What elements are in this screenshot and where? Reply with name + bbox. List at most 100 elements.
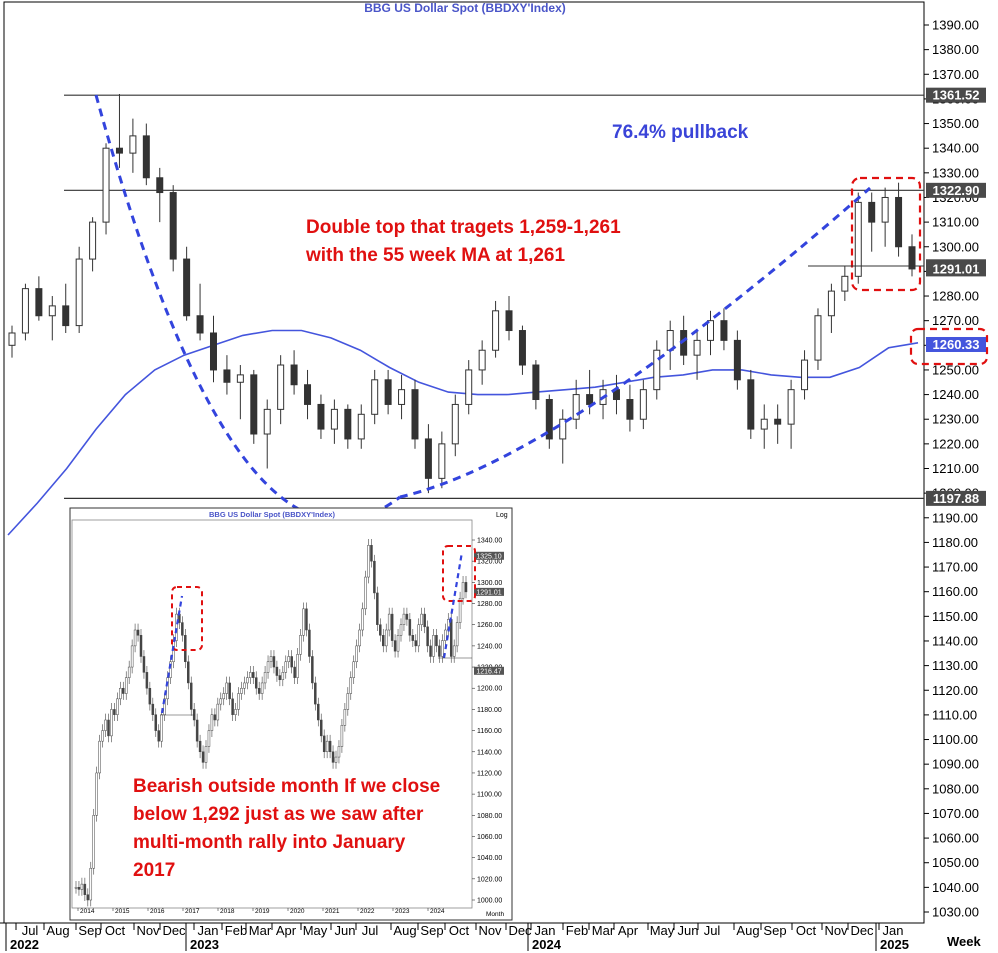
candle-up (639, 389, 647, 420)
inset-candle-down (195, 719, 199, 742)
x-month-label: Oct (796, 923, 817, 938)
inset-scale-label: Log (496, 512, 508, 519)
inset-y-tick-label: 1200.00 (477, 686, 502, 693)
inset-candle-up (269, 656, 273, 663)
main-moving-average (7, 329, 919, 536)
x-month-label: Jun (678, 923, 699, 938)
inset-frequency-label: Month (486, 911, 504, 918)
candle-up (801, 359, 809, 391)
price-badge-label: 1260.33 (933, 337, 980, 352)
candle-up (277, 364, 285, 410)
inset-price-badge-label: 1325.10 (476, 553, 501, 560)
candle-up (75, 258, 83, 327)
candle-up (707, 320, 715, 341)
inset-y-tick-label: 1260.00 (477, 622, 502, 629)
price-badge-bg (926, 261, 986, 277)
inset-price-badge-bg (474, 587, 504, 596)
inset-candle-down (438, 645, 441, 657)
x-month-label: Jul (362, 923, 379, 938)
candle-up (760, 418, 768, 430)
inset-candle-down (213, 714, 217, 721)
candle-up (8, 332, 16, 346)
inset-candle-down (408, 619, 412, 636)
y-tick-label: 1130.00 (932, 658, 978, 673)
x-year-label: 2025 (880, 937, 909, 952)
inset-candle-down (405, 613, 409, 620)
inset-x-axis: 2014 2015 2016 2017 2018 2019 2020 2021 2022 2023… (77, 908, 445, 915)
inset-candle-up (130, 645, 134, 668)
price-badge-bg (926, 336, 986, 352)
inset-candle-up (119, 687, 122, 700)
x-month-label: Aug (393, 923, 416, 938)
candle-down (733, 339, 741, 381)
inset-rally-arrow-2017 (160, 595, 184, 714)
x-month-label: Nov (478, 923, 502, 938)
x-month-label: Dec (162, 923, 186, 938)
inset-candle-down (464, 582, 468, 593)
x-month-label: Feb (225, 923, 247, 938)
inset-candle-up (458, 597, 462, 623)
candle-up (398, 389, 406, 405)
candle-down (908, 246, 916, 270)
inset-candle-up (461, 582, 465, 599)
inset-candle-up (225, 682, 228, 694)
candle-down (411, 389, 419, 440)
inset-candle-up (234, 709, 237, 715)
main-chart-title: BBG US Dollar Spot (BBDXY'Index) (364, 1, 566, 15)
inset-candle-up (249, 672, 252, 678)
inset-candle-down (319, 719, 323, 737)
inset-candle-up (237, 693, 240, 710)
inset-candle-up (343, 709, 347, 726)
inset-candle-down (331, 751, 335, 763)
inset-candle-down (142, 656, 146, 673)
inset-candle-up (89, 867, 93, 901)
inset-candle-down (317, 703, 320, 721)
inset-candle-down (429, 645, 432, 657)
ma-target-highlight-box (909, 327, 989, 366)
inset-candle-down (370, 545, 373, 562)
inset-candle-up (263, 672, 267, 684)
inset-candle-up (352, 661, 355, 678)
inset-candle-up (346, 693, 350, 710)
main-frequency-label: Week (947, 934, 981, 949)
candle-down (169, 192, 177, 260)
inset-candle-down (393, 640, 397, 652)
inset-price-badge-label: 1291.01 (476, 589, 501, 596)
y-tick-label: 1110.00 (932, 707, 977, 722)
candle-down (532, 364, 540, 401)
y-tick-label: 1040.00 (932, 880, 979, 895)
inset-candle-up (399, 624, 403, 636)
x-month-label: Dec (508, 923, 532, 938)
y-tick-label: 1190.00 (932, 510, 978, 525)
level-badge-label: 1361.52 (933, 88, 980, 103)
inset-candle-up (364, 576, 367, 610)
x-month-label: Jul (704, 923, 721, 938)
main-horizontal-levels (64, 94, 924, 499)
inset-candle-up (266, 661, 270, 673)
candle-up (102, 147, 110, 223)
inset-candle-up (281, 672, 285, 681)
candle-down (142, 135, 150, 179)
candle-up (787, 389, 795, 425)
x-month-label: Dec (850, 923, 874, 938)
inset-y-tick-label: 1240.00 (477, 643, 502, 650)
x-month-label: Jan (535, 923, 556, 938)
x-month-label: Mar (249, 923, 272, 938)
y-tick-label: 1340.00 (932, 141, 979, 156)
candle-up (693, 339, 701, 356)
candle-down (747, 379, 755, 430)
candle-up (236, 374, 244, 383)
candle-down (626, 399, 634, 420)
main-y-axis: 1390.001380.001370.001360.001350.001340.… (924, 18, 979, 920)
inset-candle-down (139, 635, 143, 657)
candle-down (317, 403, 325, 430)
candle-up (21, 288, 29, 334)
candle-up (841, 275, 849, 292)
inset-candle-down (136, 629, 140, 636)
level-badge-label: 1197.88 (933, 491, 979, 506)
x-month-label: Apr (618, 923, 639, 938)
inset-candle-up (104, 719, 107, 731)
candle-up (438, 443, 446, 479)
inset-candle-up (302, 608, 305, 636)
inset-candle-up (367, 545, 370, 578)
